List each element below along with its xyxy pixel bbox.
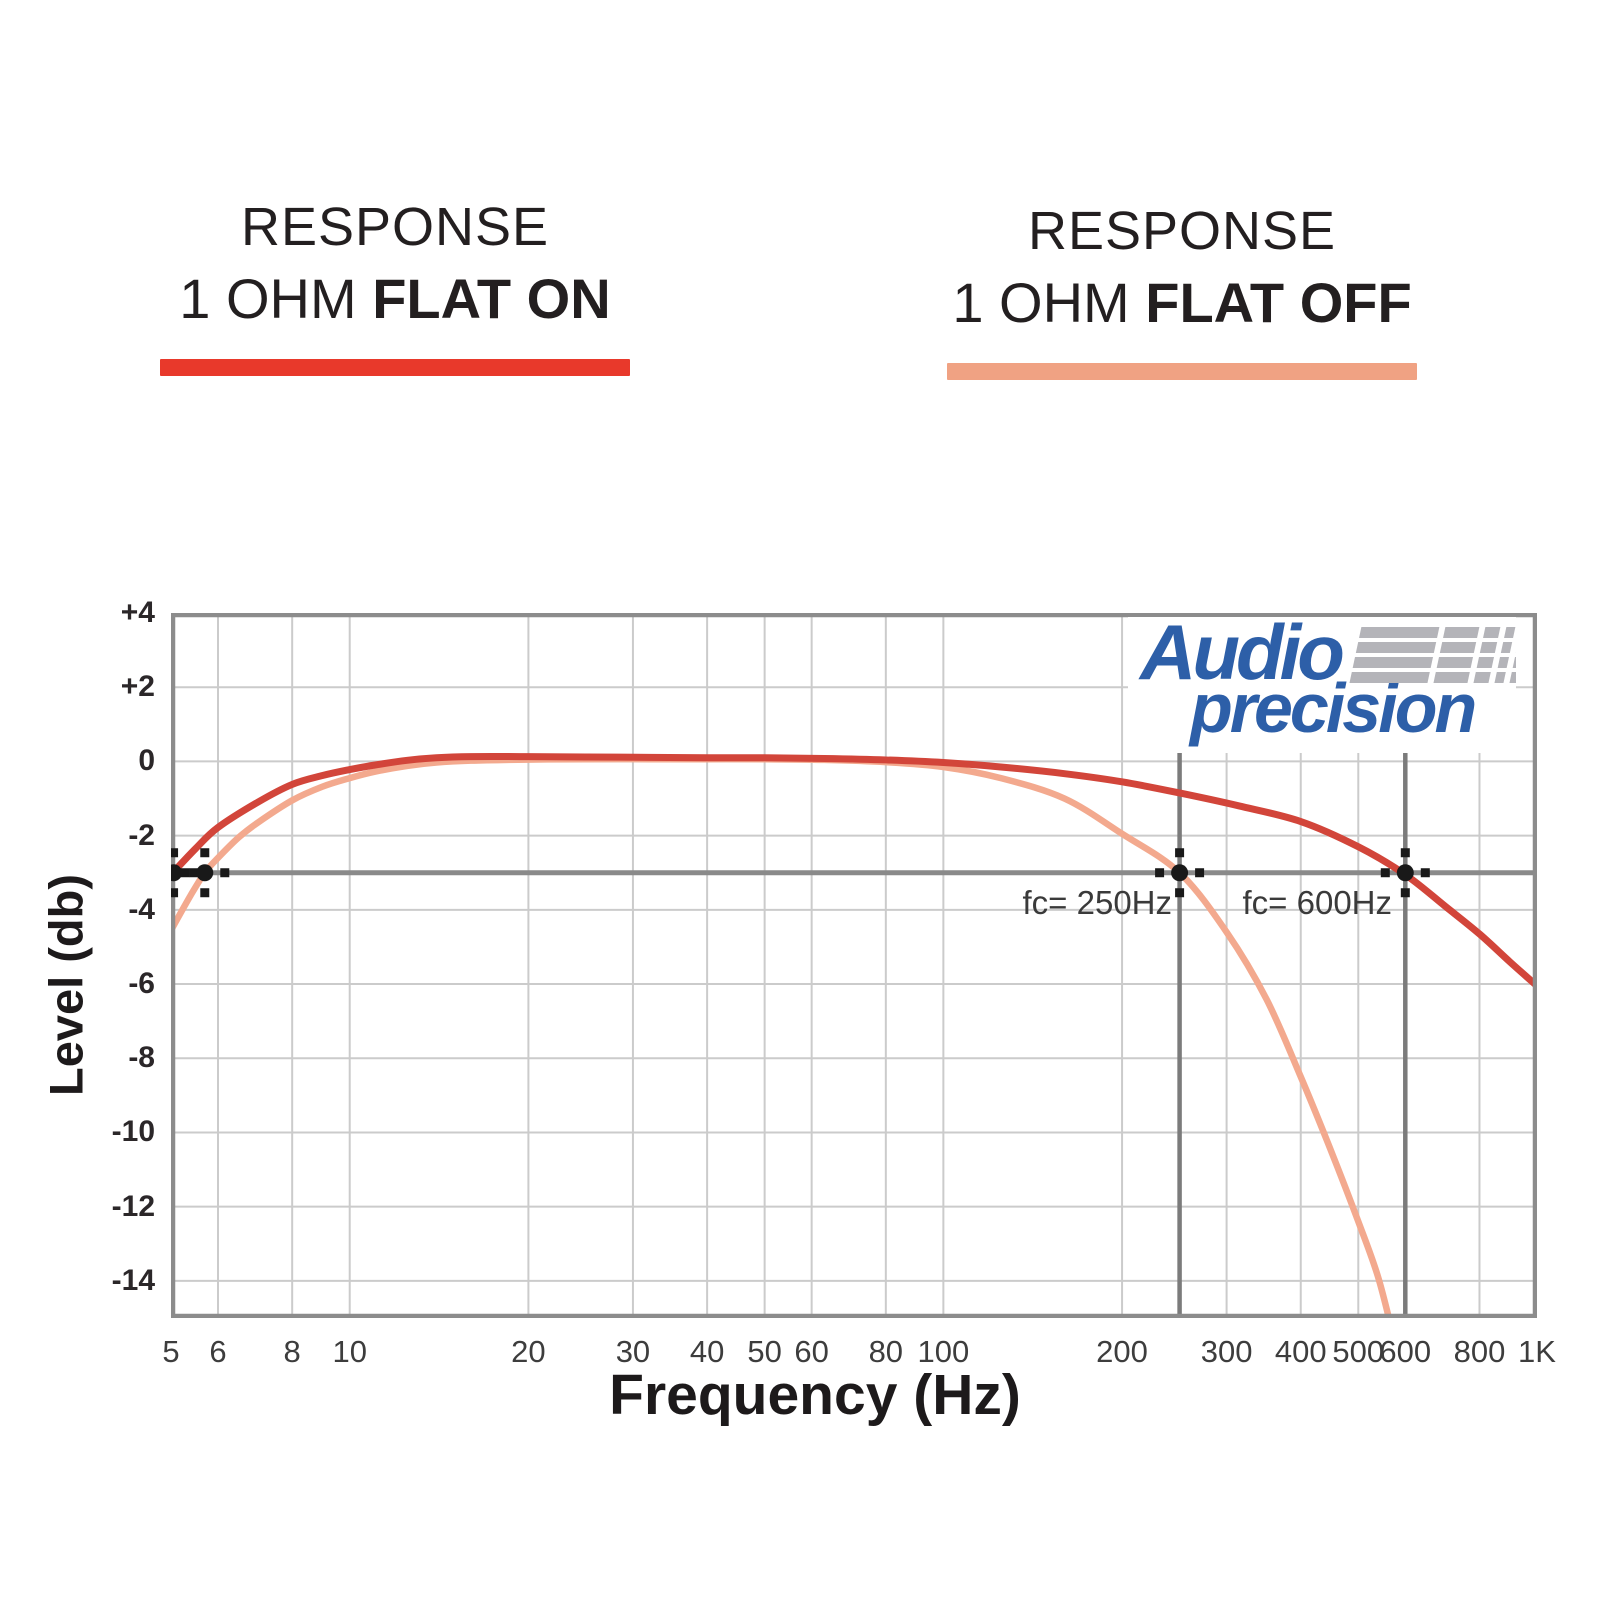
legend-flat-off-title: RESPONSE [1027,201,1337,261]
plot-border [171,613,1537,1318]
logo-precision-text: precision [1190,669,1477,747]
legend-flat-on-color-bar [160,359,630,376]
x-tick-label-800: 800 [1453,1334,1506,1369]
legend-flat-off-bold: FLAT OFF [1145,271,1412,334]
x-tick-label-600: 600 [1379,1334,1432,1369]
legend-flat-on-prefix: 1 OHM [179,267,373,330]
frequency-response-plot [171,613,1537,1318]
x-tick-label-6: 6 [209,1334,227,1369]
fc-600hz-annotation: fc= 600Hz [1242,884,1393,921]
y-tick-label-0: 0 [138,744,155,778]
x-tick-label-80: 80 [868,1334,904,1369]
y-tick-label--4: -4 [128,892,155,926]
x-axis-title: Frequency (Hz) [609,1363,1021,1427]
plot-canvas [171,613,1537,1318]
x-tick-label-5: 5 [162,1334,180,1369]
legend-flat-on-subtitle: 1 OHM FLAT ON [160,266,630,331]
logo-audio-text: Audio [1140,617,1345,696]
audio-precision-logo: Audio precision [1128,617,1516,753]
minus3db-marker-250hz [1155,848,1205,898]
x-tick-label-10: 10 [332,1334,367,1369]
curve-1-ohm-flat-on [171,752,1537,990]
minus3db-marker-600hz [1380,848,1430,898]
x-tick-label-30: 30 [615,1334,651,1369]
y-tick-label--6: -6 [128,967,155,1001]
x-tick-label-60: 60 [794,1334,829,1369]
logo-bars-icon [1349,627,1516,687]
legend-flat-off-subtitle: 1 OHM FLAT OFF [947,270,1417,335]
fc-250hz-annotation: fc= 250Hz [1022,884,1173,921]
legend-flat-off: RESPONSE 1 OHM FLAT OFF [947,200,1417,380]
minus3db-marker-5hz [171,848,199,898]
logo-top-row: Audio [1128,617,1516,696]
x-tick-label-400: 400 [1274,1334,1327,1369]
x-tick-label-100: 100 [917,1334,970,1369]
x-tick-label-50: 50 [747,1334,782,1369]
x-tick-label-300: 300 [1200,1334,1253,1369]
minus3db-marker-6hz [180,848,230,898]
legend-flat-on-title: RESPONSE [240,197,550,257]
y-tick-label-+4: +4 [120,596,155,629]
y-tick-label--2: -2 [128,818,155,852]
curve-1-ohm-flat-off [171,755,1393,1318]
x-tick-label-1K: 1K [1518,1334,1556,1369]
y-tick-label--10: -10 [111,1115,155,1149]
legend-flat-off-prefix: 1 OHM [952,271,1146,334]
legend-flat-off-color-bar [947,363,1417,380]
x-tick-label-500: 500 [1332,1334,1385,1369]
legend-flat-on-bold: FLAT ON [372,267,611,330]
y-tick-label--12: -12 [111,1189,155,1223]
y-tick-label-+2: +2 [120,670,155,704]
y-tick-label--14: -14 [111,1263,155,1297]
x-tick-label-20: 20 [511,1334,546,1369]
x-tick-label-8: 8 [283,1334,301,1369]
legend-flat-on: RESPONSE 1 OHM FLAT ON [160,196,630,376]
x-tick-label-200: 200 [1096,1334,1148,1369]
y-tick-label--8: -8 [128,1041,155,1075]
x-tick-label-40: 40 [689,1334,725,1369]
